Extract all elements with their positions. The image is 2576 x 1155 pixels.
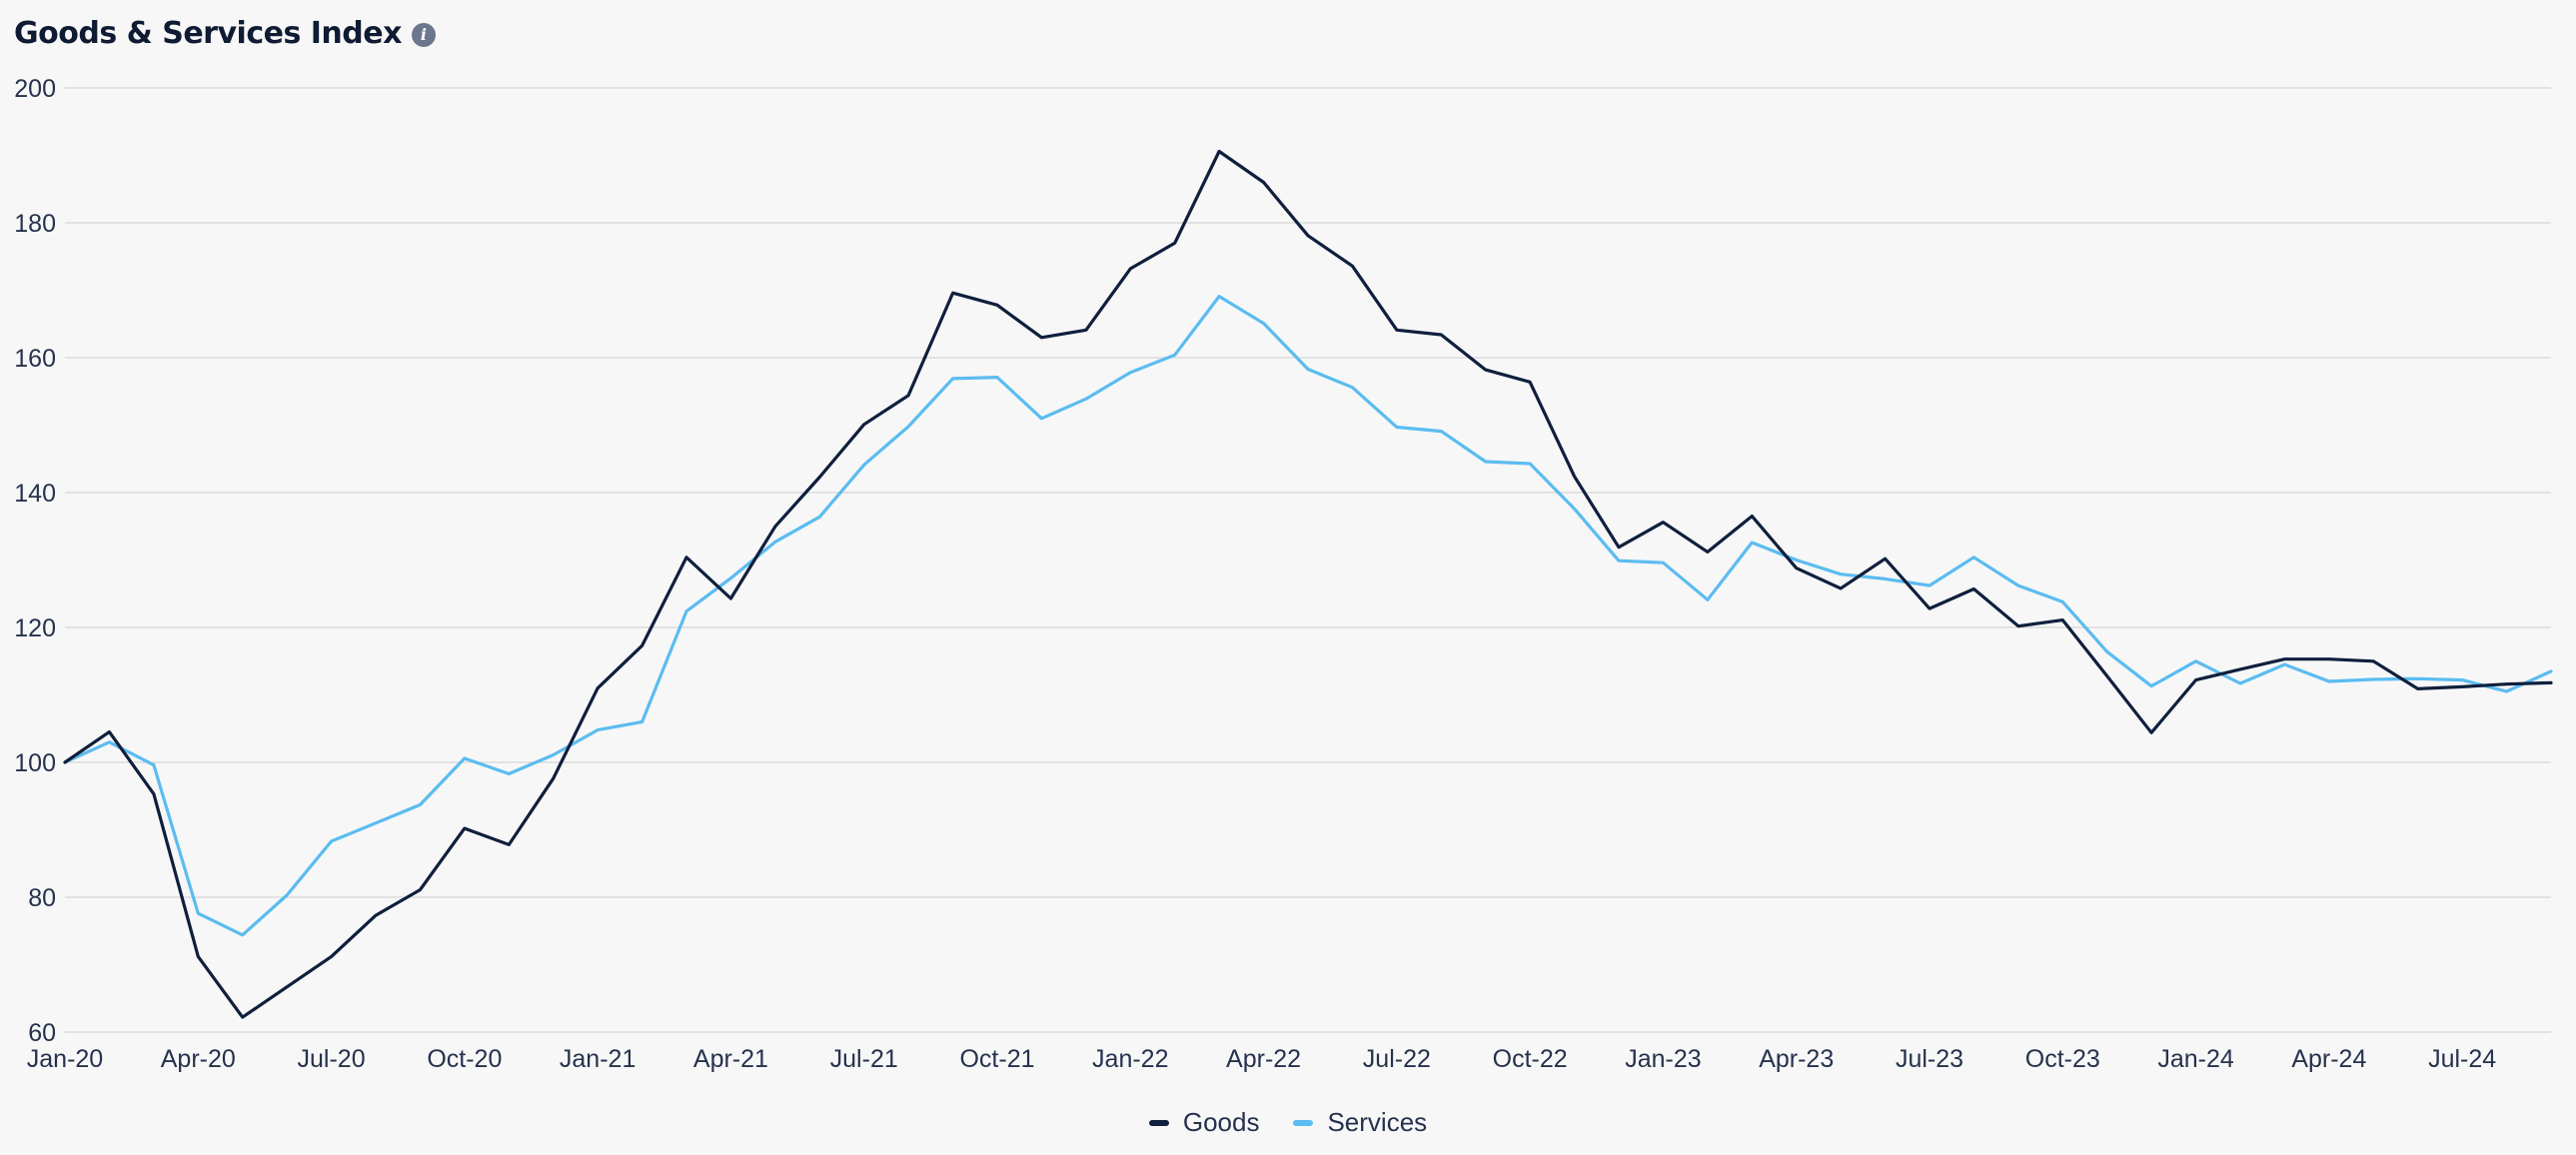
x-axis-ticks: Jan-20 Apr-20 Jul-20 Oct-20 Jan-21 Apr-21 Jul-… bbox=[27, 1045, 2497, 1073]
x-tick-label: Apr-24 bbox=[2291, 1045, 2366, 1073]
x-tick-label: Apr-23 bbox=[1759, 1045, 1834, 1073]
y-tick-label: 200 bbox=[14, 75, 56, 103]
y-tick-label: 140 bbox=[14, 480, 56, 508]
info-icon[interactable]: i bbox=[411, 22, 436, 47]
x-tick-label: Oct-20 bbox=[427, 1045, 502, 1073]
y-tick-label: 80 bbox=[28, 884, 56, 912]
y-tick-label: 180 bbox=[14, 210, 56, 238]
legend-item-services[interactable]: Services bbox=[1293, 1107, 1427, 1138]
chart-header: Goods & Services Index i bbox=[14, 16, 436, 51]
chart-title: Goods & Services Index bbox=[14, 16, 402, 51]
gridlines bbox=[65, 87, 2551, 1033]
x-tick-label: Apr-22 bbox=[1226, 1045, 1301, 1073]
x-tick-label: Jul-24 bbox=[2428, 1045, 2496, 1073]
x-tick-label: Jan-22 bbox=[1092, 1045, 1168, 1073]
series-lines bbox=[63, 149, 2553, 1019]
x-tick-label: Jul-21 bbox=[830, 1045, 898, 1073]
x-tick-label: Jul-23 bbox=[1896, 1045, 1963, 1073]
legend-item-goods[interactable]: Goods bbox=[1148, 1107, 1260, 1138]
x-tick-label: Jan-20 bbox=[27, 1045, 103, 1073]
series-line-goods[interactable] bbox=[63, 149, 2553, 1019]
y-tick-label: 120 bbox=[14, 614, 56, 642]
x-tick-label: Jul-22 bbox=[1363, 1045, 1431, 1073]
x-tick-label: Apr-21 bbox=[693, 1045, 768, 1073]
x-tick-label: Oct-22 bbox=[1493, 1045, 1568, 1073]
legend-label-goods: Goods bbox=[1182, 1107, 1260, 1137]
legend-swatch-goods bbox=[1148, 1119, 1169, 1126]
series-line-services[interactable] bbox=[63, 295, 2553, 937]
y-tick-label: 100 bbox=[14, 749, 56, 777]
x-tick-label: Oct-21 bbox=[959, 1045, 1034, 1073]
legend-swatch-services bbox=[1293, 1119, 1314, 1126]
y-tick-label: 60 bbox=[28, 1019, 56, 1047]
x-tick-label: Jan-23 bbox=[1625, 1045, 1701, 1073]
y-axis-ticks: 60 80 100 120 140 160 180 200 bbox=[14, 75, 56, 1047]
legend: Goods Services bbox=[0, 1107, 2576, 1138]
x-tick-label: Jul-20 bbox=[298, 1045, 366, 1073]
legend-label-services: Services bbox=[1327, 1107, 1428, 1137]
x-tick-label: Oct-23 bbox=[2025, 1045, 2100, 1073]
x-tick-label: Jan-24 bbox=[2157, 1045, 2234, 1073]
x-tick-label: Apr-20 bbox=[161, 1045, 236, 1073]
x-tick-label: Jan-21 bbox=[560, 1045, 636, 1073]
y-tick-label: 160 bbox=[14, 345, 56, 373]
